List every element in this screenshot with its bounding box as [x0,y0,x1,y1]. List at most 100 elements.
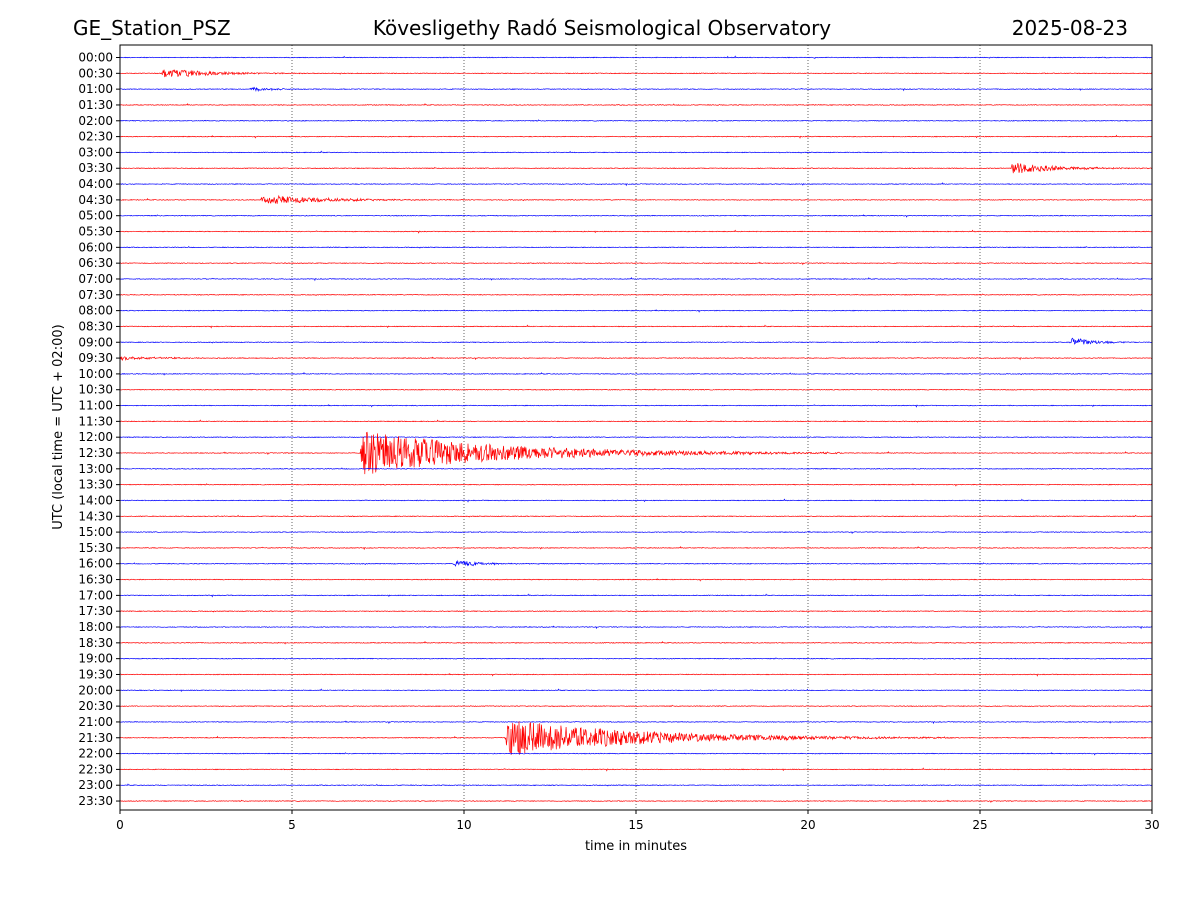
trace-row [119,672,1153,677]
row-time-label: 06:00 [78,240,113,254]
row-time-label: 11:30 [78,414,113,428]
row-time-label: 08:30 [78,319,113,333]
trace-row [119,324,1153,329]
trace-row [119,435,1153,439]
trace-row [119,559,1153,567]
row-time-label: 15:00 [78,525,113,539]
x-tick-label: 15 [628,818,643,832]
row-time-label: 05:30 [78,225,113,239]
x-axis-ticks: 0 5 10 15 20 25 30 [116,810,1160,832]
trace-row [119,545,1153,551]
row-time-label: 04:00 [78,177,113,191]
trace-row [119,467,1153,471]
row-time-label: 00:00 [78,51,113,65]
trace-row [119,182,1153,187]
row-time-label: 13:00 [78,462,113,476]
row-time-label: 05:00 [78,209,113,223]
trace-row [119,799,1153,804]
trace-row [119,261,1153,266]
row-time-label: 17:00 [78,588,113,602]
row-time-label: 21:00 [78,715,113,729]
trace-row [119,657,1153,660]
row-time-label: 19:30 [78,667,113,681]
row-time-label: 18:30 [78,636,113,650]
observatory-title: Kövesligethy Radó Seismological Observat… [373,16,831,40]
trace-row [119,419,1153,423]
date-title: 2025-08-23 [1012,16,1128,40]
trace-row [119,293,1153,297]
row-time-label: 06:30 [78,256,113,270]
trace-row [119,783,1153,787]
row-time-label: 09:30 [78,351,113,365]
trace-row [119,767,1153,772]
row-time-label: 01:30 [78,98,113,112]
trace-row [119,86,1153,93]
trace-row [119,720,1153,725]
trace-row [119,163,1153,174]
row-time-label: 17:30 [78,604,113,618]
trace-row [119,530,1153,535]
row-time-label: 22:30 [78,762,113,776]
row-time-label: 16:00 [78,557,113,571]
trace-row [119,356,1153,362]
trace-row [119,55,1153,60]
row-time-label: 20:00 [78,683,113,697]
row-time-label: 13:30 [78,478,113,492]
row-time-label: 02:00 [78,114,113,128]
trace-row [119,388,1153,391]
trace-row [119,150,1153,154]
row-time-label: 10:30 [78,383,113,397]
row-time-label: 18:00 [78,620,113,634]
row-time-label: 11:00 [78,399,113,413]
trace-row [119,688,1153,693]
x-tick-label: 30 [1144,818,1159,832]
trace-row [119,371,1153,376]
row-time-label: 15:30 [78,541,113,555]
trace-row [119,498,1153,503]
x-tick-label: 0 [116,818,124,832]
trace-row [119,69,1153,78]
row-time-label: 02:30 [78,130,113,144]
row-time-label: 23:00 [78,778,113,792]
trace-row [119,752,1153,756]
trace-row [119,431,1153,475]
row-time-label: 03:30 [78,161,113,175]
trace-row [119,483,1153,487]
row-time-label: 22:00 [78,747,113,761]
trace-row [119,625,1153,630]
trace-row [119,277,1153,282]
row-time-label: 14:00 [78,493,113,507]
trace-row [119,578,1153,582]
row-time-label: 04:30 [78,193,113,207]
seismic-traces [119,55,1153,804]
trace-row [119,514,1153,518]
row-time-label: 20:30 [78,699,113,713]
y-axis-label: UTC (local time = UTC + 02:00) [51,324,66,529]
row-time-label: 07:30 [78,288,113,302]
row-time-label: 08:00 [78,304,113,318]
plot-frame [119,44,1153,811]
trace-row [119,194,1153,204]
trace-row [119,214,1153,218]
trace-row [119,134,1153,139]
row-time-label: 00:30 [78,66,113,80]
trace-row [119,609,1153,613]
x-tick-label: 10 [456,818,471,832]
trace-row [119,229,1153,234]
trace-row [119,640,1153,645]
trace-row [119,704,1153,707]
trace-row [119,309,1153,313]
row-time-label: 16:30 [78,573,113,587]
x-tick-label: 25 [972,818,987,832]
trace-row [119,593,1153,598]
trace-row [119,102,1153,107]
row-time-label: 01:00 [78,82,113,96]
trace-row [119,404,1153,408]
trace-row [119,721,1153,756]
trace-row [119,245,1153,249]
x-tick-label: 20 [800,818,815,832]
row-time-label: 23:30 [78,794,113,808]
